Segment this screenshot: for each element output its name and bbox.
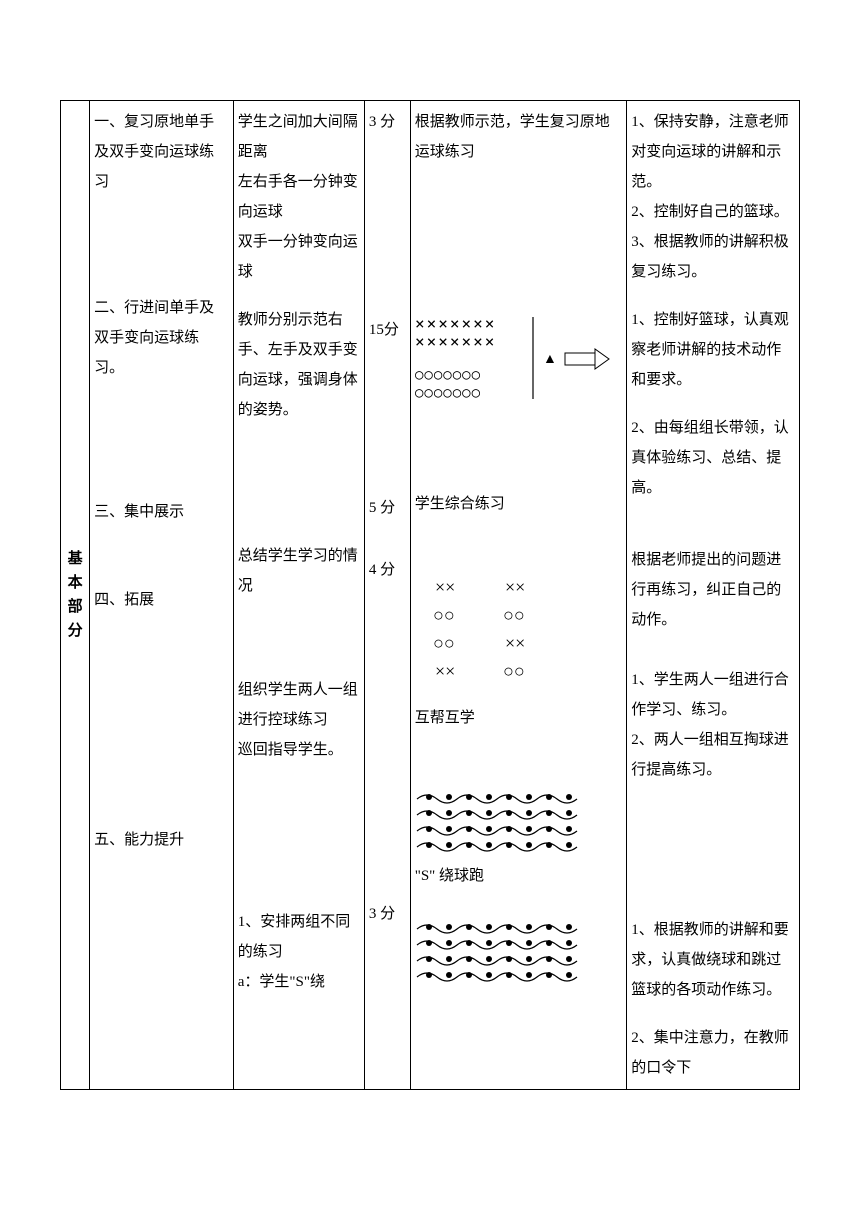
svg-text:▲: ▲: [543, 352, 557, 367]
svg-text:○○: ○○: [433, 633, 455, 653]
teacher-text: 学生之间加大间隔距离: [238, 107, 360, 167]
student-text: 1、根据教师的讲解和要求，认真做绕球和跳过篮球的各项动作练习。: [631, 915, 795, 1005]
diagram-label: "S" 绕球跑: [415, 861, 622, 891]
pairs-svg-icon: ×× ×× ○○ ○○ ○○ ×× ×× ○○: [415, 573, 585, 703]
diagram-column: 根据教师示范，学生复习原地运球练习 ××××××× ××××××× ○○○○○○…: [410, 101, 626, 1090]
svg-text:××: ××: [435, 577, 455, 597]
formation-diagram-1: ××××××× ××××××× ○○○○○○○ ○○○○○○○ ▲: [415, 313, 622, 403]
svg-text:○○○○○○○: ○○○○○○○: [415, 385, 481, 401]
svg-text:××: ××: [505, 577, 525, 597]
formation-diagram-3: "S" 绕球跑: [415, 789, 622, 891]
student-text: 2、由每组组长带领，认真体验练习、总结、提高。: [631, 413, 795, 503]
formation-diagram-4: [415, 919, 622, 991]
wave-run-svg-icon: [415, 789, 585, 861]
student-text: 根据老师提出的问题进行再练习，纠正自己的动作。: [631, 545, 795, 635]
teacher-column: 学生之间加大间隔距离 左右手各一分钟变向运球 双手一分钟变向运球 教师分别示范右…: [233, 101, 364, 1090]
diagram-label: 互帮互学: [415, 703, 622, 733]
wave-run-svg-icon: [415, 919, 585, 991]
teacher-text: 巡回指导学生。: [238, 735, 360, 765]
activity-item: 一、复习原地单手及双手变向运球练习: [94, 107, 229, 197]
svg-text:×××××××: ×××××××: [415, 332, 496, 351]
student-text: 2、集中注意力，在教师的口令下: [631, 1023, 795, 1083]
time-value: 5 分: [369, 493, 406, 523]
teacher-text: 左右手各一分钟变向运球: [238, 167, 360, 227]
svg-text:○○: ○○: [433, 605, 455, 625]
svg-text:○○○○○○○: ○○○○○○○: [415, 367, 481, 383]
formation-svg-icon: ××××××× ××××××× ○○○○○○○ ○○○○○○○ ▲: [415, 313, 613, 403]
time-value: 4 分: [369, 555, 406, 585]
student-text: 2、控制好自己的篮球。: [631, 197, 795, 227]
activity-item: 四、拓展: [94, 585, 229, 615]
teacher-text: a：学生"S"绕: [238, 967, 360, 997]
lesson-plan-table: 基 本 部 分 一、复习原地单手及双手变向运球练习 二、行进间单手及双手变向运球…: [60, 100, 800, 1090]
activity-item: 二、行进间单手及双手变向运球练习。: [94, 293, 229, 383]
student-column: 1、保持安静，注意老师对变向运球的讲解和示范。 2、控制好自己的篮球。 3、根据…: [627, 101, 800, 1090]
section-label-char: 本: [65, 571, 85, 595]
time-value: 15分: [369, 315, 406, 345]
section-label-cell: 基 本 部 分: [61, 101, 90, 1090]
teacher-text: 1、安排两组不同的练习: [238, 907, 360, 967]
section-label-char: 分: [65, 619, 85, 643]
svg-text:○○: ○○: [503, 661, 525, 681]
teacher-text: 教师分别示范右手、左手及双手变向运球，强调身体的姿势。: [238, 305, 360, 425]
teacher-text: 双手一分钟变向运球: [238, 227, 360, 287]
student-text: 3、根据教师的讲解积极复习练习。: [631, 227, 795, 287]
diagram-text: 根据教师示范，学生复习原地运球练习: [415, 107, 622, 167]
svg-text:××: ××: [435, 661, 455, 681]
time-column: 3 分 15分 5 分 4 分 3 分: [364, 101, 410, 1090]
student-text: 2、两人一组相互掏球进行提高练习。: [631, 725, 795, 785]
activity-item: 五、能力提升: [94, 825, 229, 855]
activity-item: 三、集中展示: [94, 497, 229, 527]
student-text: 1、学生两人一组进行合作学习、练习。: [631, 665, 795, 725]
student-text: 1、保持安静，注意老师对变向运球的讲解和示范。: [631, 107, 795, 197]
svg-text:×××××××: ×××××××: [415, 314, 496, 333]
svg-text:○○: ○○: [503, 605, 525, 625]
formation-diagram-2: ×× ×× ○○ ○○ ○○ ×× ×× ○○ 互帮互学: [415, 573, 622, 733]
student-text: 1、控制好篮球，认真观察老师讲解的技术动作和要求。: [631, 305, 795, 395]
diagram-text: 学生综合练习: [415, 489, 622, 519]
time-value: 3 分: [369, 899, 406, 929]
activity-column: 一、复习原地单手及双手变向运球练习 二、行进间单手及双手变向运球练习。 三、集中…: [90, 101, 234, 1090]
section-label-char: 部: [65, 595, 85, 619]
svg-text:××: ××: [505, 633, 525, 653]
teacher-text: 组织学生两人一组进行控球练习: [238, 675, 360, 735]
section-label-char: 基: [65, 547, 85, 571]
teacher-text: 总结学生学习的情况: [238, 541, 360, 601]
time-value: 3 分: [369, 107, 406, 137]
